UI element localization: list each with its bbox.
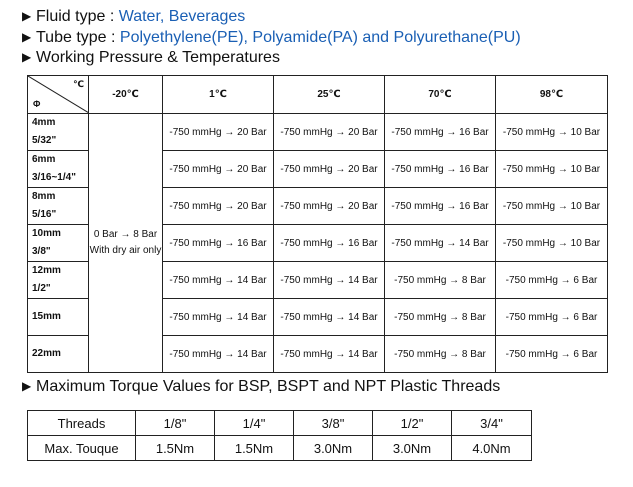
temperature-unit: ℃ (73, 79, 84, 89)
diagonal-divider (28, 76, 89, 113)
size-mm: 4mm (32, 117, 56, 128)
pressure-cell: -750 mmHg → 14 Bar (162, 261, 274, 299)
pressure-cell: -750 mmHg → 6 Bar (495, 298, 608, 336)
pressure-cell: -750 mmHg → 6 Bar (495, 335, 608, 373)
table-row: 4mm 5/32" 0 Bar → 8 Bar With dry air only … (27, 113, 608, 373)
pressure-cell: -750 mmHg → 8 Bar (384, 261, 496, 299)
table-header-row: ℃ Φ -20℃ 1℃ 25℃ 70℃ 98℃ (27, 75, 608, 114)
table-row: 6mm 3/16~1/4" -750 mmHg → 20 Bar -750 mmH… (27, 150, 608, 188)
torque-value-cell: 3.0Nm (372, 435, 452, 461)
thread-size-cell: 1/8" (135, 410, 215, 436)
pressure-cell: -750 mmHg → 20 Bar (273, 150, 385, 188)
tube-type-value: Polyethylene(PE), Polyamide(PA) and Poly… (119, 29, 521, 46)
minus-20-merged-cell: 0 Bar → 8 Bar With dry air only (88, 113, 163, 373)
fluid-type-label: Fluid type : (36, 8, 119, 25)
thread-size-cell: 3/8" (293, 410, 373, 436)
table-row: 10mm 3/8" -750 mmHg → 16 Bar -750 mmHg → … (27, 224, 608, 262)
torque-value-cell: 3.0Nm (293, 435, 373, 461)
tube-size-cell: 10mm 3/8" (27, 224, 89, 262)
torque-table: Threads 1/8" 1/4" 3/8" 1/2" 3/4" Max. To… (27, 410, 532, 461)
size-inch: 3/16~1/4" (32, 172, 76, 183)
column-header: -20℃ (88, 75, 163, 114)
merged-line1: 0 Bar → 8 Bar (93, 229, 158, 240)
pressure-cell: -750 mmHg → 14 Bar (273, 261, 385, 299)
pressure-cell: -750 mmHg → 20 Bar (162, 150, 274, 188)
torque-value-cell: 4.0Nm (451, 435, 532, 461)
tube-size-cell: 15mm (27, 298, 89, 336)
triangle-bullet-icon: ▶ (22, 30, 32, 44)
pressure-cell: -750 mmHg → 10 Bar (495, 113, 608, 151)
threads-label: Threads (27, 410, 136, 436)
corner-cell: ℃ Φ (27, 75, 89, 114)
pressure-cell: -750 mmHg → 14 Bar (273, 298, 385, 336)
thread-size-cell: 3/4" (451, 410, 532, 436)
fluid-type-heading: ▶ Fluid type : Water, Beverages (22, 6, 245, 27)
tube-size-cell: 12mm 1/2" (27, 261, 89, 299)
column-header: 25℃ (273, 75, 385, 114)
pressure-cell: -750 mmHg → 20 Bar (273, 113, 385, 151)
merged-line2: With dry air only (89, 245, 162, 256)
column-header: 98℃ (495, 75, 608, 114)
pressure-cell: -750 mmHg → 14 Bar (273, 335, 385, 373)
pressure-cell: -750 mmHg → 16 Bar (273, 224, 385, 262)
table-row: 15mm -750 mmHg → 14 Bar -750 mmHg → 14 B… (27, 298, 608, 336)
pressure-cell: -750 mmHg → 14 Bar (162, 335, 274, 373)
pressure-cell: -750 mmHg → 16 Bar (384, 150, 496, 188)
tube-size-cell: 8mm 5/16" (27, 187, 89, 225)
size-mm: 22mm (32, 348, 61, 359)
torque-title: Maximum Torque Values for BSP, BSPT and … (36, 378, 501, 395)
table-row: 22mm -750 mmHg → 14 Bar -750 mmHg → 14 B… (27, 335, 608, 373)
pressure-cell: -750 mmHg → 14 Bar (384, 224, 496, 262)
size-mm: 12mm (32, 265, 61, 276)
size-mm: 6mm (32, 154, 56, 165)
size-mm: 10mm (32, 228, 61, 239)
tube-type-label: Tube type : (36, 29, 120, 46)
pressure-heading: ▶ Working Pressure & Temperatures (22, 47, 280, 68)
table-row: Threads 1/8" 1/4" 3/8" 1/2" 3/4" (27, 410, 532, 436)
pressure-cell: -750 mmHg → 8 Bar (384, 335, 496, 373)
tube-type-heading: ▶ Tube type : Polyethylene(PE), Polyamide… (22, 27, 521, 48)
torque-value-cell: 1.5Nm (135, 435, 215, 461)
tube-size-cell: 6mm 3/16~1/4" (27, 150, 89, 188)
table-row: Max. Touque 1.5Nm 1.5Nm 3.0Nm 3.0Nm 4.0N… (27, 435, 532, 461)
pressure-temperature-table: ℃ Φ -20℃ 1℃ 25℃ 70℃ 98℃ 4mm 5/32" 0 Bar →… (27, 75, 608, 373)
table-row: 8mm 5/16" -750 mmHg → 20 Bar -750 mmHg → … (27, 187, 608, 225)
size-inch: 1/2" (32, 283, 51, 294)
pressure-cell: -750 mmHg → 10 Bar (495, 224, 608, 262)
tube-size-cell: 4mm 5/32" (27, 113, 89, 151)
size-inch: 5/16" (32, 209, 57, 220)
tube-size-cell: 22mm (27, 335, 89, 373)
torque-value-cell: 1.5Nm (214, 435, 294, 461)
column-header: 1℃ (162, 75, 274, 114)
column-header: 70℃ (384, 75, 496, 114)
pressure-cell: -750 mmHg → 20 Bar (273, 187, 385, 225)
size-inch: 3/8" (32, 246, 51, 257)
thread-size-cell: 1/2" (372, 410, 452, 436)
pressure-cell: -750 mmHg → 14 Bar (162, 298, 274, 336)
thread-size-cell: 1/4" (214, 410, 294, 436)
pressure-cell: -750 mmHg → 16 Bar (384, 113, 496, 151)
pressure-cell: -750 mmHg → 20 Bar (162, 187, 274, 225)
size-mm: 15mm (32, 311, 61, 322)
table-row: 12mm 1/2" -750 mmHg → 14 Bar -750 mmHg → … (27, 261, 608, 299)
triangle-bullet-icon: ▶ (22, 379, 32, 393)
pressure-cell: -750 mmHg → 10 Bar (495, 187, 608, 225)
pressure-title: Working Pressure & Temperatures (36, 49, 280, 66)
fluid-type-value: Water, Beverages (118, 8, 246, 25)
pressure-cell: -750 mmHg → 20 Bar (162, 113, 274, 151)
pressure-cell: -750 mmHg → 8 Bar (384, 298, 496, 336)
pressure-cell: -750 mmHg → 10 Bar (495, 150, 608, 188)
max-torque-label: Max. Touque (27, 435, 136, 461)
torque-heading: ▶ Maximum Torque Values for BSP, BSPT and… (22, 376, 500, 397)
size-mm: 8mm (32, 191, 56, 202)
triangle-bullet-icon: ▶ (22, 9, 32, 23)
diameter-symbol: Φ (33, 99, 41, 109)
pressure-cell: -750 mmHg → 16 Bar (162, 224, 274, 262)
triangle-bullet-icon: ▶ (22, 50, 32, 64)
size-inch: 5/32" (32, 135, 57, 146)
pressure-cell: -750 mmHg → 16 Bar (384, 187, 496, 225)
pressure-cell: -750 mmHg → 6 Bar (495, 261, 608, 299)
